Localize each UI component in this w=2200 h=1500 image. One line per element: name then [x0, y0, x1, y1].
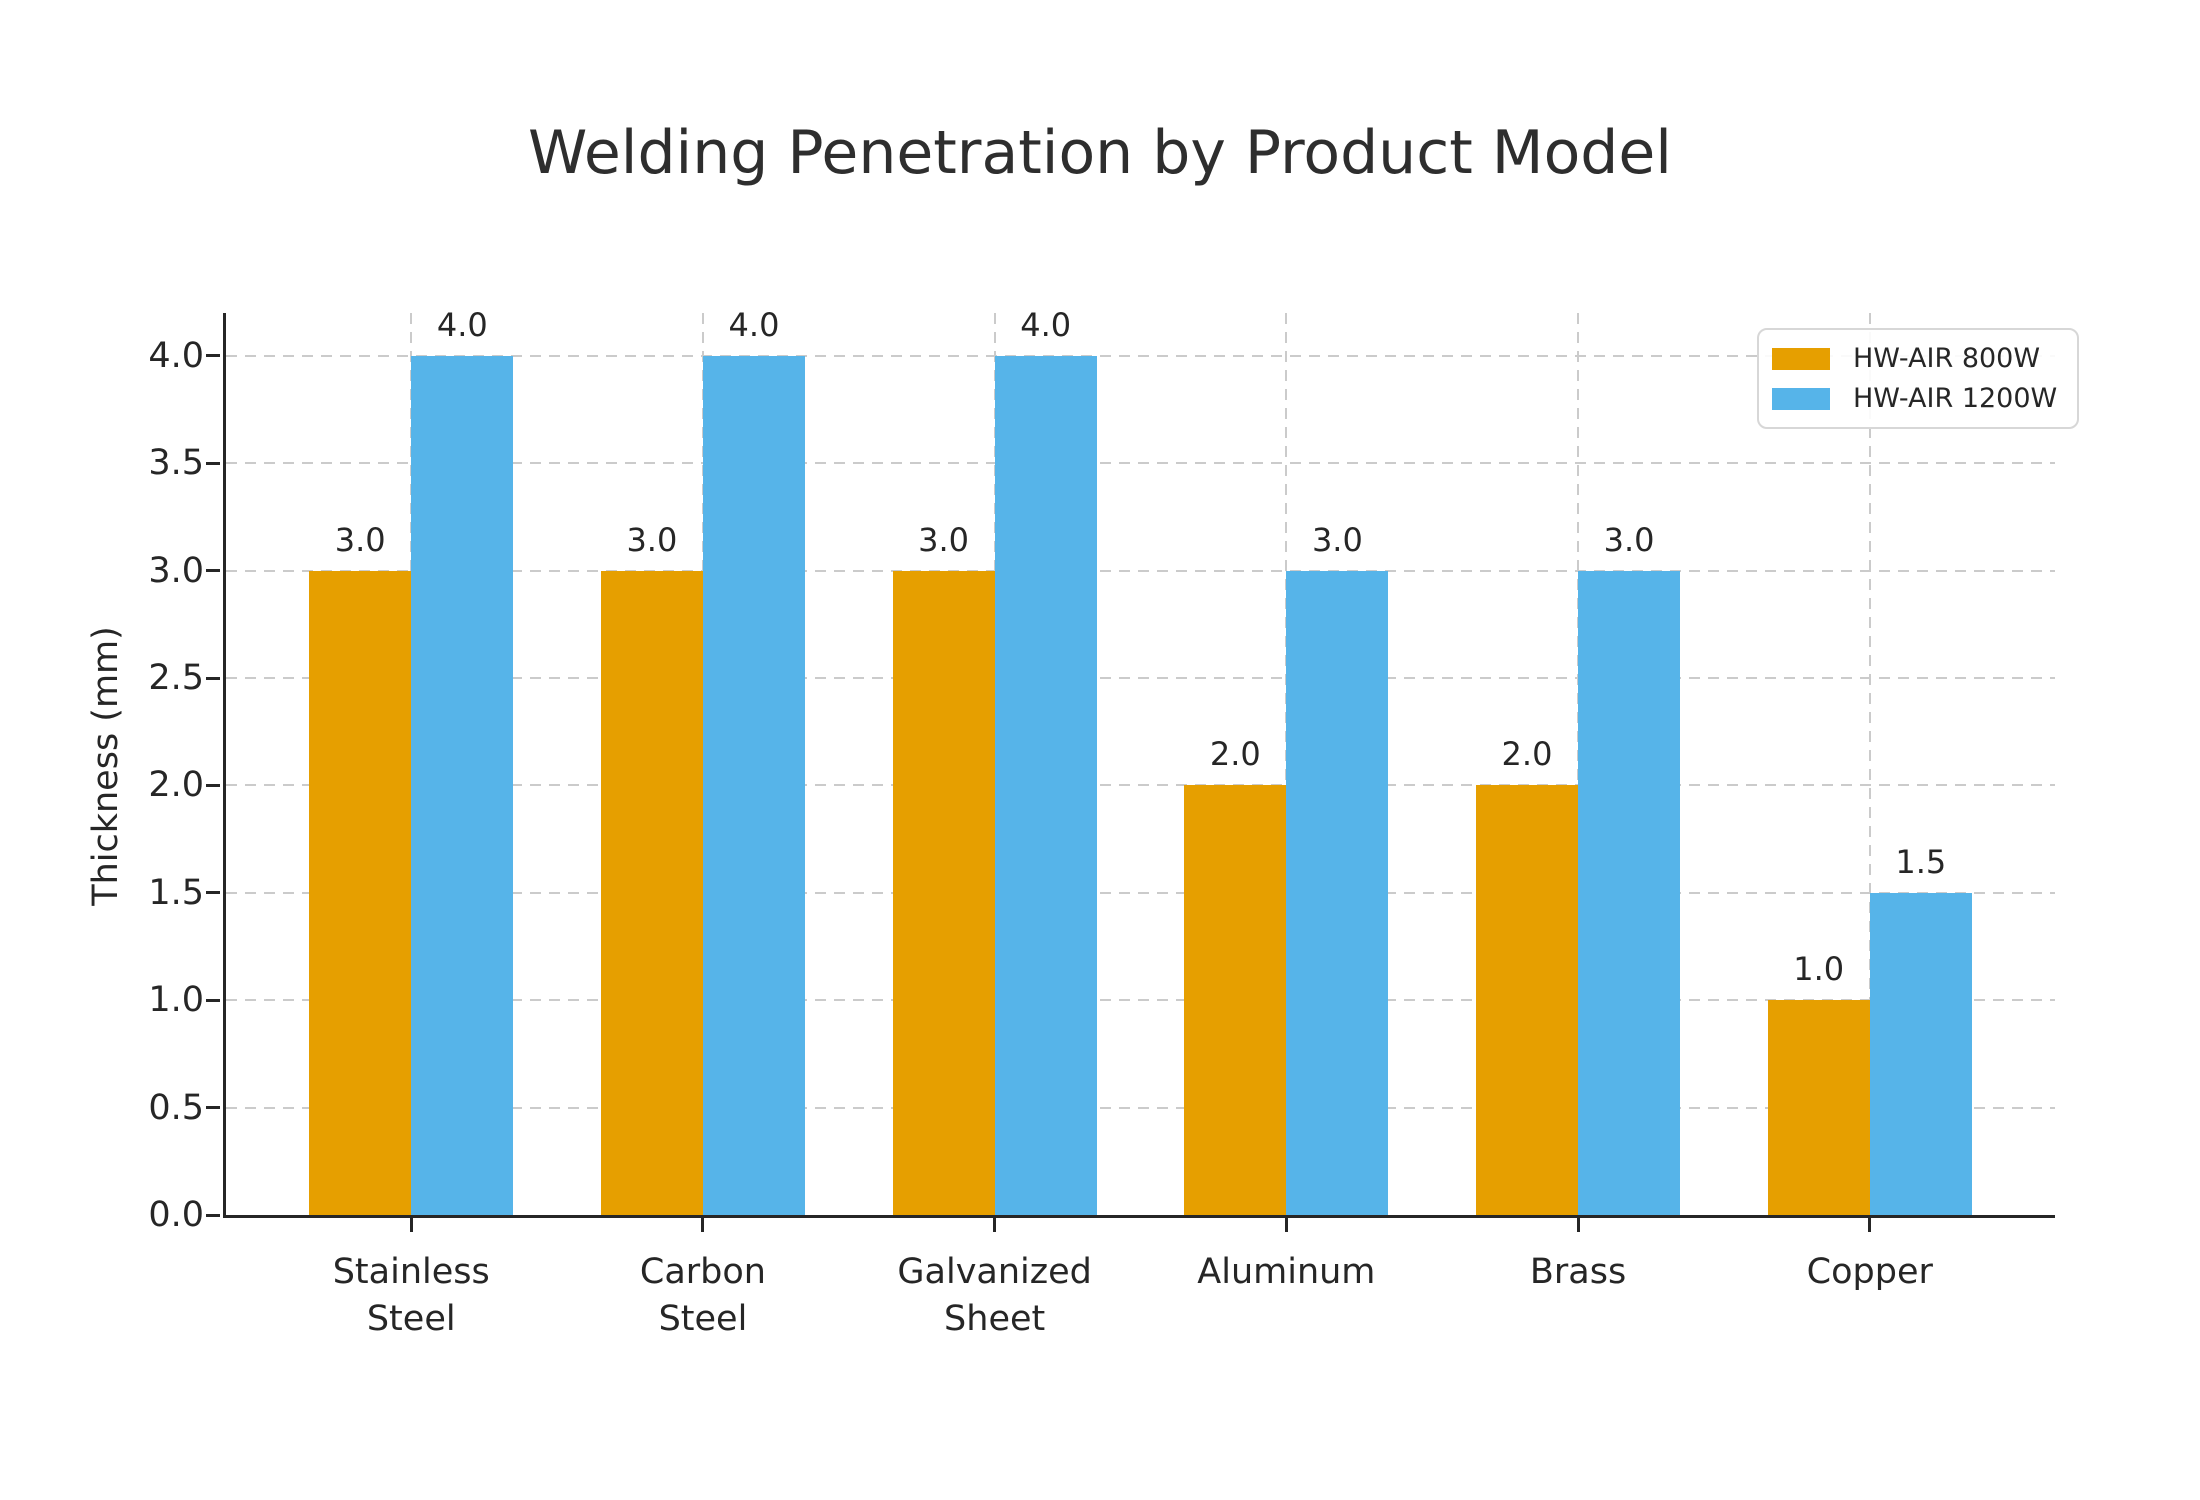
y-tick-label: 3.0 [148, 550, 204, 591]
bar-value-label: 3.0 [918, 520, 970, 559]
y-tick-mark [206, 1213, 220, 1217]
y-tick-label: 3.5 [148, 443, 204, 484]
x-tick-label: Brass [1529, 1252, 1627, 1292]
y-tick-mark [206, 354, 220, 358]
y-axis-label: Thickness (mm) [86, 626, 126, 906]
bar-hw-air-800w [1184, 785, 1287, 1215]
y-tick-mark [206, 891, 220, 895]
h-gridline [226, 1106, 2055, 1109]
y-tick-label: 2.0 [148, 765, 204, 806]
bar-hw-air-1200w [702, 355, 806, 1215]
y-tick-mark [206, 1106, 220, 1110]
legend-label: HW-AIR 1200W [1853, 383, 2058, 414]
y-tick-mark [206, 783, 220, 787]
bar-hw-air-1200w [1578, 570, 1681, 1215]
bar-hw-air-800w [309, 570, 412, 1215]
x-tick-label: Galvanized Sheet [897, 1252, 1092, 1339]
bar-hw-air-800w [1475, 785, 1579, 1215]
bar-value-label: 2.0 [1501, 735, 1553, 774]
legend-swatch [1772, 387, 1830, 410]
legend-item: HW-AIR 800W [1772, 343, 2057, 374]
bar-hw-air-800w [1767, 1000, 1870, 1215]
y-tick-label: 0.0 [148, 1195, 204, 1235]
bar-value-label: 1.5 [1895, 842, 1947, 881]
bar-value-label: 3.0 [626, 520, 678, 559]
chart-title: Welding Penetration by Product Model [528, 118, 1672, 188]
legend: HW-AIR 800W HW-AIR 1200W [1757, 328, 2080, 429]
y-tick-label: 2.5 [148, 658, 204, 699]
x-tick-label: Aluminum [1197, 1252, 1376, 1292]
bar-hw-air-1200w [411, 355, 514, 1215]
bar-value-label: 4.0 [1020, 305, 1072, 344]
x-tick-label: Copper [1806, 1252, 1933, 1292]
x-tick-label: Stainless Steel [332, 1252, 490, 1339]
x-tick-mark [409, 1218, 413, 1232]
h-gridline [226, 677, 2055, 680]
y-tick-mark [206, 676, 220, 680]
bar-hw-air-800w [600, 570, 703, 1215]
y-tick-mark [206, 569, 220, 573]
x-tick-mark [1868, 1218, 1872, 1232]
x-tick-mark [701, 1218, 705, 1232]
y-tick-label: 1.5 [148, 872, 204, 913]
x-tick-mark [993, 1218, 997, 1232]
bar-value-label: 2.0 [1209, 735, 1261, 774]
bar-value-label: 4.0 [728, 305, 780, 344]
legend-label: HW-AIR 800W [1853, 343, 2041, 374]
bar-hw-air-1200w [1869, 892, 1972, 1215]
y-tick-label: 1.0 [148, 980, 204, 1021]
h-gridline [226, 462, 2055, 465]
y-tick-mark [206, 998, 220, 1002]
legend-item: HW-AIR 1200W [1772, 383, 2057, 414]
x-tick-mark [1576, 1218, 1580, 1232]
h-gridline [226, 891, 2055, 894]
bar-hw-air-800w [892, 570, 995, 1215]
h-gridline [226, 569, 2055, 572]
bar-value-label: 4.0 [436, 305, 488, 344]
bar-hw-air-1200w [1286, 570, 1389, 1215]
plot-area: 0.0 0.5 1.0 1.5 2.0 2.5 3.0 3.5 4.0 Stainless Ste… [148, 306, 2055, 1339]
bar-value-label: 3.0 [1603, 520, 1655, 559]
x-tick-label: Carbon Steel [639, 1252, 766, 1339]
h-gridline [226, 784, 2055, 787]
bar-value-label: 3.0 [1311, 520, 1363, 559]
h-gridline [226, 354, 2055, 357]
y-tick-mark [206, 461, 220, 465]
bar-hw-air-1200w [994, 355, 1097, 1215]
x-tick-mark [1284, 1218, 1288, 1232]
legend-swatch [1772, 347, 1830, 370]
bar-value-label: 3.0 [334, 520, 386, 559]
y-tick-label: 4.0 [148, 335, 204, 376]
v-gridline [1868, 313, 1871, 1215]
h-gridline [226, 999, 2055, 1002]
bar-value-label: 1.0 [1793, 950, 1845, 989]
y-tick-label: 0.5 [148, 1087, 204, 1128]
